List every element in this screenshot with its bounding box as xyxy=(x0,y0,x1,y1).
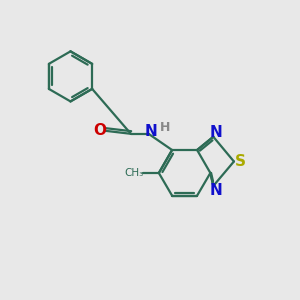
Text: N: N xyxy=(209,183,222,198)
Text: O: O xyxy=(93,123,106,138)
Text: N: N xyxy=(145,124,158,139)
Text: S: S xyxy=(235,154,246,169)
Text: N: N xyxy=(209,125,222,140)
Text: CH₃: CH₃ xyxy=(125,168,144,178)
Text: H: H xyxy=(160,121,170,134)
